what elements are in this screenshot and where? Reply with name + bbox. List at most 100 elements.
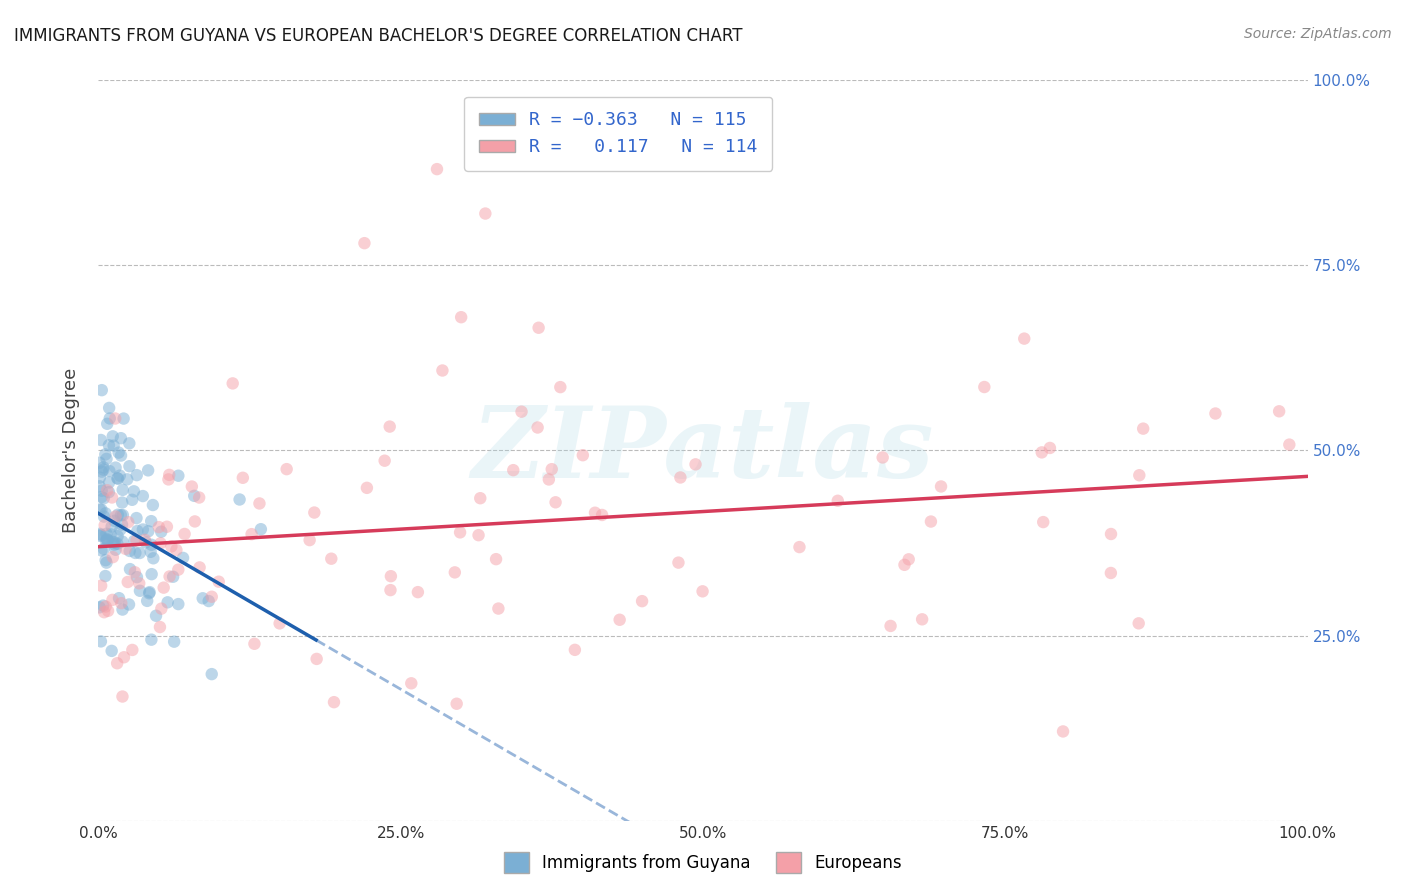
Point — [89, 456, 111, 470]
Point — [101, 592, 124, 607]
Point — [201, 667, 224, 681]
Point — [449, 525, 471, 540]
Point — [1132, 422, 1154, 436]
Point — [897, 552, 920, 566]
Point — [90, 465, 112, 479]
Legend: Immigrants from Guyana, Europeans: Immigrants from Guyana, Europeans — [498, 846, 908, 880]
Point — [321, 551, 343, 566]
Point — [89, 529, 111, 543]
Point — [93, 518, 115, 533]
Point — [117, 515, 139, 529]
Text: Source: ZipAtlas.com: Source: ZipAtlas.com — [1244, 27, 1392, 41]
Point — [108, 468, 131, 483]
Point — [1128, 468, 1150, 483]
Point — [485, 552, 508, 566]
Point — [156, 520, 179, 534]
Point — [583, 506, 606, 520]
Point — [165, 543, 187, 558]
Point — [90, 433, 112, 447]
Point — [789, 540, 811, 554]
Point — [446, 697, 468, 711]
Point — [470, 491, 492, 506]
Point — [591, 508, 613, 522]
Legend: R = −0.363   N = 115, R =   0.117   N = 114: R = −0.363 N = 115, R = 0.117 N = 114 — [464, 96, 772, 170]
Point — [401, 676, 423, 690]
Point — [100, 519, 122, 533]
Point — [124, 566, 146, 580]
Point — [124, 546, 146, 560]
Point — [172, 550, 194, 565]
Point — [973, 380, 995, 394]
Point — [544, 495, 567, 509]
Point — [111, 508, 134, 523]
Point — [188, 560, 211, 574]
Point — [96, 556, 118, 570]
Point — [157, 472, 180, 486]
Point — [353, 236, 375, 251]
Point — [510, 405, 533, 419]
Point — [893, 558, 915, 572]
Point — [101, 429, 124, 443]
Point — [163, 634, 186, 648]
Point — [378, 419, 401, 434]
Point — [122, 484, 145, 499]
Point — [90, 634, 112, 648]
Point — [138, 585, 160, 599]
Point — [167, 468, 190, 483]
Point — [160, 540, 183, 554]
Point — [304, 506, 326, 520]
Point — [526, 420, 548, 434]
Point — [486, 601, 509, 615]
Point — [1128, 616, 1150, 631]
Point — [426, 162, 449, 177]
Point — [564, 643, 586, 657]
Point — [152, 581, 174, 595]
Point — [167, 597, 190, 611]
Point — [94, 599, 117, 614]
Point — [180, 479, 202, 493]
Point — [356, 481, 378, 495]
Point — [443, 566, 465, 580]
Point — [98, 401, 121, 415]
Point — [156, 595, 179, 609]
Point — [93, 541, 115, 556]
Point — [228, 492, 250, 507]
Point — [668, 556, 690, 570]
Point — [374, 453, 396, 467]
Point — [96, 532, 118, 546]
Point — [150, 601, 173, 615]
Point — [1268, 404, 1291, 418]
Point — [138, 586, 160, 600]
Point — [406, 585, 429, 599]
Point — [110, 523, 132, 537]
Point — [89, 479, 111, 493]
Point — [104, 509, 127, 524]
Point — [474, 206, 496, 220]
Point — [93, 509, 115, 524]
Point — [114, 541, 136, 556]
Point — [167, 563, 190, 577]
Point — [1032, 515, 1054, 529]
Point — [380, 569, 402, 583]
Point — [112, 411, 135, 425]
Point — [97, 485, 120, 500]
Point — [540, 462, 562, 476]
Point — [527, 320, 550, 334]
Point — [94, 569, 117, 583]
Point — [208, 574, 231, 589]
Point — [101, 491, 124, 505]
Point — [1052, 724, 1074, 739]
Point — [90, 383, 112, 397]
Point — [129, 583, 152, 598]
Point — [93, 605, 115, 619]
Point — [1278, 437, 1301, 451]
Point — [142, 498, 165, 512]
Point — [93, 491, 115, 506]
Point — [101, 550, 124, 565]
Point — [183, 489, 205, 503]
Point — [96, 451, 118, 466]
Point — [97, 533, 120, 547]
Point — [929, 479, 952, 493]
Point — [232, 471, 254, 485]
Point — [305, 652, 328, 666]
